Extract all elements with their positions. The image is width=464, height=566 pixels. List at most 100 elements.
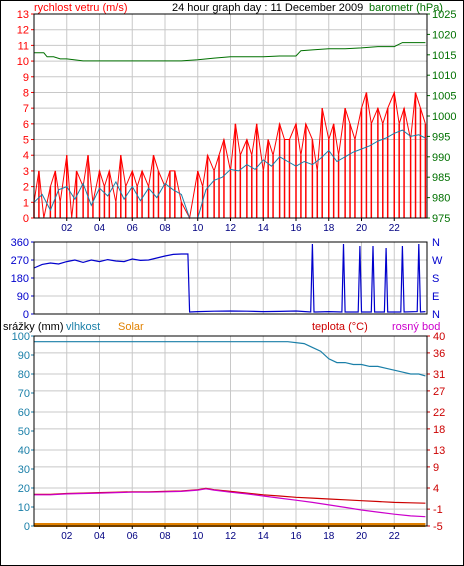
- wind-speed-tick-label: 12: [17, 25, 29, 37]
- hour-tick-label: 10: [192, 223, 204, 234]
- pressure-tick-label: 1025: [432, 9, 456, 21]
- dew-point-line: [34, 488, 426, 518]
- temperature-label: teplota (°C): [312, 321, 368, 333]
- wind-speed-axis-label: rychlost vetru (m/s): [34, 2, 128, 14]
- humidity-tick-label: 30: [18, 464, 30, 476]
- direction-degree-label: 270: [11, 255, 29, 267]
- humidity-tick-label: 100: [12, 331, 30, 343]
- chart-title: 24 hour graph day : 11 December 2009: [172, 2, 363, 14]
- wind-speed-line: [33, 90, 426, 220]
- wind-direction-line: [33, 243, 426, 313]
- direction-degree-label: 0: [23, 309, 29, 321]
- wind-speed-tick-label: 1: [23, 197, 29, 209]
- temperature-tick-label: 36: [433, 348, 445, 360]
- wind-speed-tick-label: 11: [18, 40, 29, 52]
- hour-tick-label: 16: [290, 531, 302, 542]
- wind-speed-tick-label: 0: [23, 213, 29, 225]
- compass-label: N: [432, 237, 440, 249]
- wind-speed-tick-label: 6: [23, 119, 29, 131]
- humidity-tick-label: 0: [24, 521, 30, 533]
- hour-tick-label: 14: [258, 531, 270, 542]
- compass-label: N: [432, 309, 440, 321]
- compass-label: W: [432, 255, 443, 267]
- temperature-tick-label: 22: [433, 407, 445, 419]
- wind-direction-series: [33, 243, 426, 313]
- hour-tick-label: 20: [356, 223, 368, 234]
- dew-point-label: rosný bod: [392, 321, 440, 333]
- wind-speed-tick-label: 13: [17, 9, 29, 21]
- wind-direction-panel: 0 N 90 E 180 S 270 W 360 N: [11, 237, 443, 321]
- wind-speed-tick-label: 5: [23, 135, 29, 147]
- wind-speed-tick-label: 3: [23, 166, 29, 178]
- temperature-tick-label: 40: [433, 331, 445, 343]
- hour-tick-label: 08: [159, 223, 171, 234]
- direction-degree-label: 360: [11, 237, 29, 249]
- wind-speed-tick-label: 10: [17, 56, 29, 68]
- compass-label: S: [432, 273, 439, 285]
- wind-speed-tick-label: 9: [23, 72, 29, 84]
- pressure-tick-label: 1010: [432, 70, 456, 82]
- hour-tick-label: 22: [389, 531, 401, 542]
- hour-tick-label: 22: [389, 223, 401, 234]
- wind-pressure-ticks: 0123456789101112139759809859909951000100…: [17, 9, 457, 234]
- temperature-tick-label: 13: [433, 445, 445, 457]
- pressure-tick-label: 1015: [432, 50, 456, 62]
- temperature-tick-label: -5: [433, 521, 443, 533]
- wind-speed-tick-label: 7: [23, 103, 29, 115]
- wind-pressure-series: [33, 42, 427, 220]
- pressure-tick-label: 985: [432, 172, 450, 184]
- humidity-line: [34, 341, 426, 377]
- pressure-tick-label: 995: [432, 131, 450, 143]
- pressure-tick-label: 1005: [432, 91, 456, 103]
- hour-tick-label: 08: [159, 531, 171, 542]
- hour-tick-label: 12: [225, 531, 237, 542]
- pressure-tick-label: 975: [432, 213, 450, 225]
- wind-direction-ticks: 0 N 90 E 180 S 270 W 360 N: [11, 237, 443, 321]
- direction-degree-label: 180: [11, 273, 29, 285]
- humidity-tick-label: 10: [18, 502, 30, 514]
- compass-label: E: [432, 291, 439, 303]
- hour-tick-label: 20: [356, 531, 368, 542]
- direction-degree-label: 90: [17, 291, 29, 303]
- hour-tick-label: 18: [323, 223, 335, 234]
- temperature-tick-label: 4: [433, 483, 439, 495]
- wind-pressure-plot-border: [33, 13, 428, 219]
- humidity-temperature-plot-border: [33, 335, 428, 527]
- temperature-tick-label: 18: [433, 424, 445, 436]
- hour-tick-label: 02: [61, 223, 73, 234]
- humidity-temperature-ticks: 4036312722181394-1-510090807060504030201…: [12, 331, 446, 542]
- temperature-tick-label: 31: [433, 369, 445, 381]
- pressure-line: [34, 42, 426, 62]
- humidity-tick-label: 60: [18, 407, 30, 419]
- pressure-tick-label: 1000: [432, 111, 456, 123]
- pressure-tick-label: 1020: [432, 29, 456, 41]
- hour-tick-label: 18: [323, 531, 335, 542]
- precipitation-axis-label: srážky (mm): [3, 321, 64, 333]
- humidity-tick-label: 50: [18, 426, 30, 438]
- wind-speed-tick-label: 2: [23, 182, 29, 194]
- humidity-temperature-series: [34, 341, 426, 527]
- temperature-tick-label: -1: [433, 504, 443, 516]
- humidity-tick-label: 80: [18, 369, 30, 381]
- humidity-tick-label: 90: [18, 350, 30, 362]
- hour-tick-label: 02: [61, 531, 73, 542]
- hour-tick-label: 14: [258, 223, 270, 234]
- hour-tick-label: 06: [127, 223, 139, 234]
- hour-tick-label: 04: [94, 223, 106, 234]
- wind-speed-tick-label: 8: [23, 87, 29, 99]
- temperature-tick-label: 27: [433, 386, 445, 398]
- pressure-tick-label: 990: [432, 152, 450, 164]
- temperature-tick-label: 9: [433, 462, 439, 474]
- wind-pressure-panel: rychlost vetru (m/s) 24 hour graph day :…: [17, 2, 457, 234]
- solar-label: Solar: [118, 321, 144, 333]
- hour-tick-label: 12: [225, 223, 237, 234]
- hour-tick-label: 10: [192, 531, 204, 542]
- wind-average-line: [33, 129, 426, 219]
- pressure-tick-label: 980: [432, 193, 450, 205]
- hour-tick-label: 16: [290, 223, 302, 234]
- humidity-tick-label: 20: [18, 483, 30, 495]
- pressure-axis-label: barometr (hPa): [369, 2, 443, 14]
- hour-tick-label: 04: [94, 531, 106, 542]
- humidity-temperature-panel: srážky (mm) vlhkost Solar teplota (°C) r…: [3, 321, 445, 542]
